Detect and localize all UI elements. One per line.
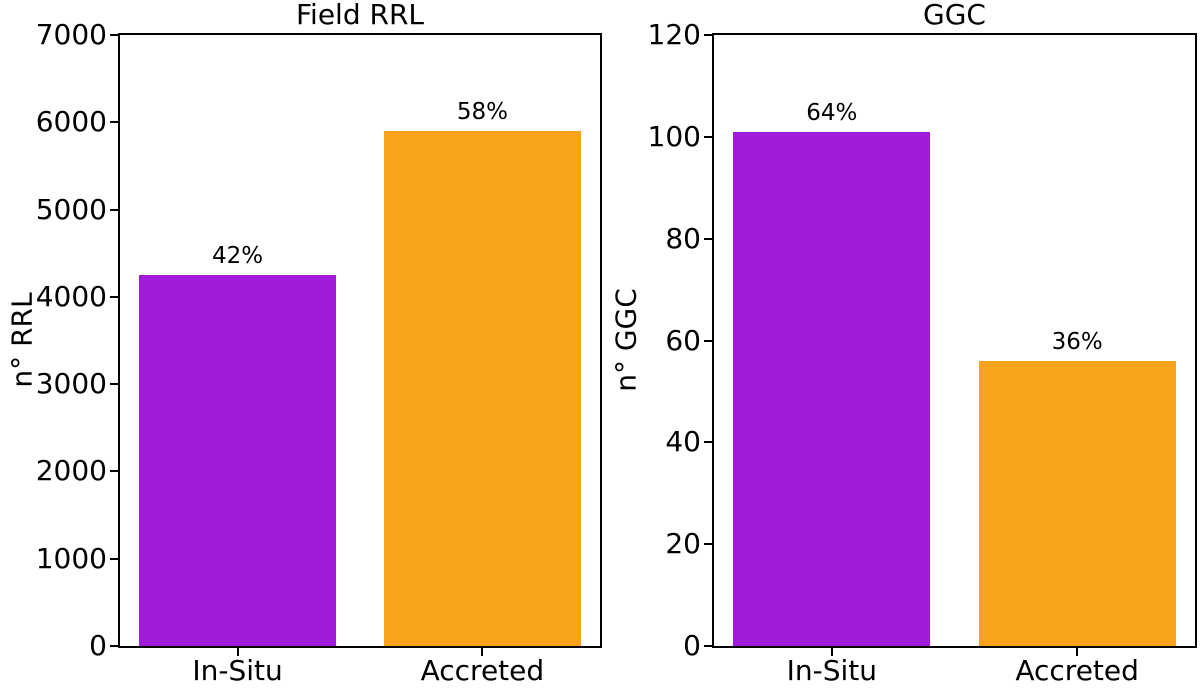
y-tick-mark xyxy=(704,645,712,647)
x-tick-mark-in-situ xyxy=(236,648,239,656)
y-tick-mark xyxy=(704,135,712,138)
plot-area-field-rrl: 0 1000 2000 3000 4000 5000 6000 7000 42% In-Situ 5… xyxy=(36,20,602,687)
y-tick-label: 7000 xyxy=(35,18,107,51)
x-tick-mark-accreted xyxy=(481,648,484,656)
chart-title-ggc: GGC xyxy=(923,0,986,31)
bar-in-situ xyxy=(139,275,336,646)
y-tick-label: 6000 xyxy=(35,105,107,139)
bar-in-situ xyxy=(733,131,931,646)
y-tick-label: 5000 xyxy=(35,192,107,226)
x-tick-label-accreted: Accreted xyxy=(1015,654,1139,687)
x-tick-mark-in-situ xyxy=(830,648,833,656)
y-tick-label: 3000 xyxy=(35,367,107,401)
x-tick-label-accreted: Accreted xyxy=(420,654,545,687)
y-tick-mark xyxy=(110,645,118,647)
y-tick-label: 100 xyxy=(647,119,701,153)
y-tick-mark xyxy=(110,383,118,386)
y-tick-mark xyxy=(110,34,118,36)
plot-area-ggc: 0 20 40 60 80 100 120 64% In-Situ 36% Accreted xyxy=(648,20,1197,687)
y-tick-mark xyxy=(110,295,118,298)
y-tick-label: 0 xyxy=(89,629,107,662)
y-tick-label: 4000 xyxy=(35,279,107,313)
bar-accreted xyxy=(978,360,1176,646)
bar-percent-text: 64% xyxy=(806,99,858,126)
y-tick-label: 1000 xyxy=(35,541,107,575)
y-tick-label: 120 xyxy=(647,18,701,51)
y-tick-label: 80 xyxy=(665,221,701,255)
y-tick-label: 60 xyxy=(665,323,701,357)
x-tick-label-in-situ: In-Situ xyxy=(786,654,878,687)
y-tick-mark xyxy=(704,34,712,36)
bar-percent-text: 42% xyxy=(212,243,264,270)
x-tick-mark-accreted xyxy=(1076,648,1079,656)
y-tick-mark xyxy=(704,237,712,240)
y-tick-mark xyxy=(110,470,118,473)
y-tick-mark xyxy=(110,121,118,124)
bar-accreted xyxy=(384,131,581,646)
y-tick-mark xyxy=(704,543,712,546)
y-tick-label: 2000 xyxy=(35,454,107,488)
y-tick-label: 0 xyxy=(683,629,701,662)
y-tick-mark xyxy=(704,339,712,342)
chart-title-field-rrl: Field RRL xyxy=(295,0,425,31)
y-tick-label: 40 xyxy=(665,425,701,459)
y-tick-label: 20 xyxy=(665,527,701,561)
y-axis-label-ggc: n° GGC xyxy=(609,288,643,392)
y-tick-mark xyxy=(704,441,712,444)
y-tick-mark xyxy=(110,557,118,560)
bar-percent-text: 58% xyxy=(456,99,508,125)
y-tick-mark xyxy=(110,208,118,211)
bar-percent-text: 36% xyxy=(1051,328,1103,355)
x-tick-label-in-situ: In-Situ xyxy=(192,654,283,687)
